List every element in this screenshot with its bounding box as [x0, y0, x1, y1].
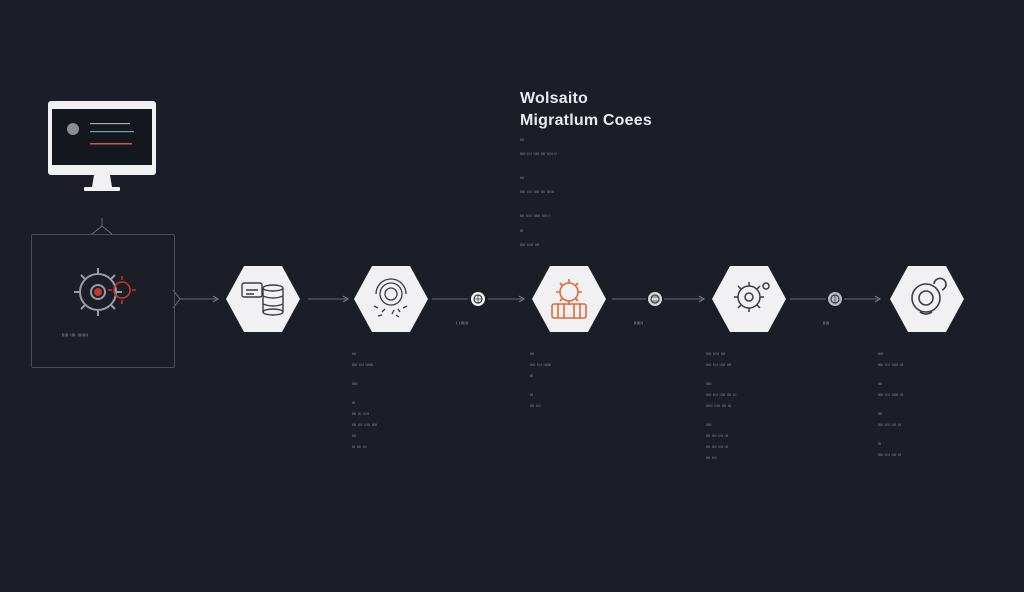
column-1: ᴵᴵᴵᴵ ᴵᴵᴵᴵᴵ ᴵᴵᴵᴵ ᴵᴵᴵᴵᴵᴵᴵ ᴵᴵᴵᴵᴵ ᴵᴵᴵ ᴵᴵᴵᴵ ᴵ…: [352, 352, 378, 456]
hexagon-node-3: [532, 266, 606, 332]
toilet-icon: [911, 277, 947, 315]
gear-icon: [74, 268, 136, 316]
column-line: ᴵᴵᴵ: [530, 374, 534, 380]
note-head: ᴵᴵᴵᴵ ᴵᴵᴵᴵᴵ ᴵᴵᴵᴵᴵᴵ ᴵᴵᴵᴵᴵ ᴵ: [520, 214, 551, 220]
column-line: ᴵᴵᴵ: [530, 393, 534, 399]
note-head: ᴵᴵᴵ: [520, 229, 524, 235]
column-line: ᴵᴵᴵᴵᴵ ᴵᴵᴵᴵ ᴵᴵᴵᴵᴵᴵᴵ: [530, 363, 552, 369]
title-line-1: Wolsaito: [520, 90, 588, 107]
column-line: ᴵᴵᴵᴵ ᴵᴵᴵ ᴵᴵᴵᴵᴵ: [352, 412, 369, 418]
connector-label: ᴵ ᴵᴵᴵᴵᴵᴵᴵ: [456, 322, 469, 328]
brain-node-icon: [648, 292, 662, 306]
hexagon-node-5: [890, 266, 964, 332]
screen-avatar: [67, 123, 79, 135]
note-text: ᴵᴵᴵᴵᴵ ᴵᴵᴵᴵᴵ ᴵᴵᴵᴵ: [520, 243, 540, 249]
column-line: ᴵᴵᴵᴵ: [530, 352, 535, 358]
column-line: ᴵᴵᴵᴵ ᴵᴵᴵᴵ ᴵᴵᴵᴵ ᴵᴵᴵ: [706, 445, 729, 451]
column-line: ᴵᴵᴵᴵ: [878, 412, 883, 418]
fingerprint-icon: [373, 278, 408, 318]
column-line: ᴵᴵᴵᴵᴵ ᴵᴵᴵᴵ ᴵᴵᴵᴵᴵᴵ ᴵᴵᴵ: [878, 393, 904, 399]
column-line: ᴵᴵᴵ: [352, 401, 356, 407]
monitor-stand: [84, 175, 120, 191]
title-notes: ᴵᴵᴵᴵ ᴵᴵᴵᴵᴵ ᴵᴵᴵᴵ ᴵᴵᴵᴵᴵ ᴵᴵᴵᴵ ᴵᴵᴵᴵᴵ ᴵᴵ ᴵᴵᴵᴵ…: [520, 138, 720, 257]
gear-cluster-icon: [551, 279, 587, 319]
brain-node-icon: [828, 292, 842, 306]
title-line-2: Migratlum Coees: [520, 112, 652, 129]
connector-label: ᴵᴵᴵᴵᴵ: [823, 322, 830, 328]
hexagon-node-1: [226, 266, 300, 332]
column-line: ᴵᴵᴵᴵᴵ ᴵᴵᴵᴵ ᴵᴵᴵᴵᴵ ᴵᴵᴵᴵ: [706, 363, 732, 369]
note-head: ᴵᴵᴵᴵ: [520, 138, 525, 144]
column-line: ᴵᴵᴵᴵ ᴵᴵᴵᴵ: [530, 404, 541, 410]
cog-icon: [734, 282, 770, 312]
column-line: ᴵᴵᴵᴵᴵ: [706, 382, 712, 388]
column-line: ᴵᴵᴵᴵᴵ: [352, 382, 358, 388]
hexagon-node-4: [712, 266, 786, 332]
column-line: ᴵᴵᴵᴵᴵ ᴵᴵᴵᴵ ᴵᴵᴵᴵᴵᴵ ᴵᴵᴵ: [878, 363, 904, 369]
column-line: ᴵᴵᴵᴵ: [878, 382, 883, 388]
column-line: ᴵᴵᴵᴵᴵ: [706, 423, 712, 429]
note-head: ᴵᴵᴵᴵ: [520, 176, 525, 182]
screen-line: [90, 143, 132, 145]
column-3: ᴵᴵᴵᴵᴵ ᴵᴵᴵᴵᴵ ᴵᴵᴵᴵ ᴵᴵᴵᴵᴵ ᴵᴵᴵᴵ ᴵᴵᴵᴵᴵ ᴵᴵᴵᴵ ᴵ…: [706, 352, 737, 467]
column-line: ᴵᴵᴵᴵᴵ: [878, 352, 884, 358]
column-line: ᴵᴵᴵ: [878, 442, 882, 448]
column-line: ᴵᴵᴵᴵᴵ ᴵᴵᴵᴵ ᴵᴵᴵᴵᴵᴵᴵ: [352, 363, 374, 369]
note-text: ᴵᴵᴵᴵᴵ ᴵᴵᴵᴵ ᴵᴵᴵᴵᴵ ᴵᴵᴵᴵ ᴵᴵᴵᴵᴵᴵ: [520, 190, 554, 196]
screen-content: [67, 123, 134, 145]
source-frame: [31, 234, 175, 368]
column-line: ᴵᴵᴵᴵ ᴵᴵᴵᴵ: [706, 456, 717, 462]
column-line: ᴵᴵᴵᴵ: [352, 434, 357, 440]
column-line: ᴵᴵᴵᴵ ᴵᴵᴵᴵ ᴵᴵᴵᴵ ᴵᴵᴵ: [706, 434, 729, 440]
frame-caption: ᴵᴵᴵᴵᴵ ᴵᴵᴵᴵ ᴵᴵᴵᴵᴵᴵᴵᴵ: [62, 334, 89, 340]
diagram-title: Wolsaito Migratlum Coees: [520, 88, 652, 132]
column-line: ᴵᴵᴵᴵᴵ ᴵᴵᴵᴵᴵ ᴵᴵᴵᴵ: [706, 352, 726, 358]
monitor-screen: [52, 109, 152, 165]
screen-line: [90, 123, 130, 125]
column-line: ᴵᴵᴵᴵ ᴵᴵᴵᴵ ᴵᴵᴵᴵᴵ ᴵᴵᴵᴵᴵ: [352, 423, 378, 429]
column-line: ᴵᴵᴵᴵᴵ ᴵᴵᴵᴵ ᴵᴵᴵᴵ ᴵᴵᴵ: [878, 453, 902, 459]
column-line: ᴵᴵᴵᴵᴵᴵ ᴵᴵᴵᴵᴵ ᴵᴵᴵᴵ ᴵᴵᴵ: [706, 404, 732, 410]
column-2: ᴵᴵᴵᴵ ᴵᴵᴵᴵᴵ ᴵᴵᴵᴵ ᴵᴵᴵᴵᴵᴵᴵ ᴵᴵᴵ ᴵᴵᴵ ᴵᴵᴵᴵ ᴵᴵᴵ…: [530, 352, 552, 415]
column-line: ᴵᴵᴵᴵᴵ ᴵᴵᴵᴵ ᴵᴵᴵᴵ ᴵᴵᴵ: [878, 423, 902, 429]
column-line: ᴵᴵᴵᴵ: [352, 352, 357, 358]
note-text: ᴵᴵᴵᴵᴵ ᴵᴵᴵᴵ ᴵᴵᴵᴵᴵ ᴵᴵᴵᴵ ᴵᴵᴵᴵᴵ ᴵᴵ: [520, 152, 557, 158]
database-icon: [241, 282, 284, 316]
connector-label: ᴵᴵᴵᴵᴵᴵᴵ: [634, 322, 644, 328]
column-line: ᴵᴵᴵᴵᴵ ᴵᴵᴵᴵ ᴵᴵᴵᴵᴵ ᴵᴵᴵᴵ ᴵᴵᴵ: [706, 393, 737, 399]
monitor-icon: [48, 101, 156, 175]
hexagon-node-2: [354, 266, 428, 332]
column-4: ᴵᴵᴵᴵᴵ ᴵᴵᴵᴵᴵ ᴵᴵᴵᴵ ᴵᴵᴵᴵᴵᴵ ᴵᴵᴵ ᴵᴵᴵᴵ ᴵᴵᴵᴵᴵ ᴵ…: [878, 352, 904, 464]
column-line: ᴵᴵᴵ ᴵᴵᴵᴵ ᴵᴵᴵ: [352, 445, 367, 451]
brain-node-icon: [471, 292, 485, 306]
screen-line: [90, 131, 134, 133]
